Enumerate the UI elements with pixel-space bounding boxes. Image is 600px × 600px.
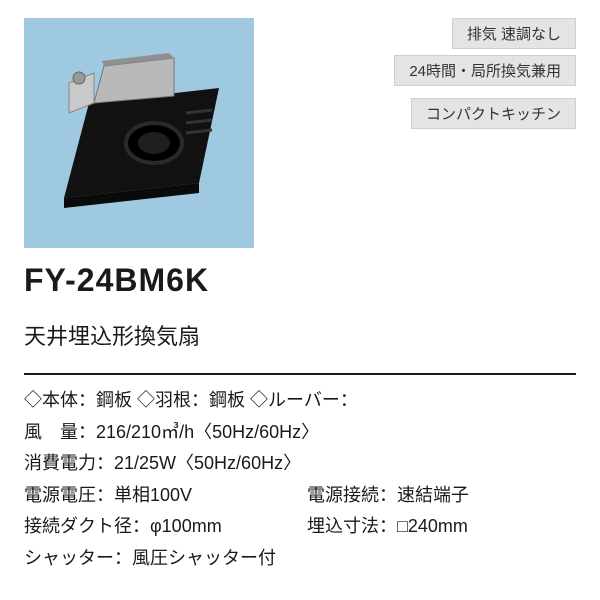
chip-exhaust: 排気 速調なし	[452, 18, 576, 49]
value: ：速結端子	[379, 485, 469, 505]
spec-duct: 接続ダクト径：φ100mm	[24, 511, 293, 543]
model-number: FY-24BM6K	[24, 262, 576, 299]
value: ：φ100mm	[132, 516, 222, 536]
value: ：単相100V	[96, 485, 192, 505]
product-image	[24, 18, 254, 248]
spec-voltage: 電源電圧：単相100V	[24, 480, 293, 512]
spec-power: 消費電力：21/25W〈50Hz/60Hz〉	[24, 448, 576, 480]
spec-connection: 電源接続：速結端子	[307, 480, 576, 512]
label: 消費電力	[24, 453, 96, 473]
spec-airflow: 風 量：216/210㎥/h〈50Hz/60Hz〉	[24, 417, 576, 449]
product-name: 天井埋込形換気扇	[24, 319, 576, 351]
value: ：□240mm	[379, 516, 468, 536]
value: ：風圧シャッター付	[114, 548, 276, 568]
value: ：21/25W〈50Hz/60Hz〉	[96, 453, 301, 473]
label: 埋込寸法	[307, 516, 379, 536]
label: 接続ダクト径	[24, 516, 132, 536]
label: シャッター	[24, 548, 114, 568]
label: 電源接続	[307, 485, 379, 505]
value: ：216/210㎥/h〈50Hz/60Hz〉	[78, 422, 319, 442]
materials-line: ◇本体：鋼板 ◇羽根：鋼板 ◇ルーバー：	[24, 385, 576, 417]
spec-cutout: 埋込寸法：□240mm	[307, 511, 576, 543]
label: 風 量	[24, 422, 78, 442]
divider	[24, 373, 576, 375]
chip-24h: 24時間・局所換気兼用	[394, 55, 576, 86]
spec-block: ◇本体：鋼板 ◇羽根：鋼板 ◇ルーバー： 風 量：216/210㎥/h〈50Hz…	[24, 385, 576, 574]
spec-shutter: シャッター：風圧シャッター付	[24, 543, 576, 575]
label: 電源電圧	[24, 485, 96, 505]
chip-kitchen: コンパクトキッチン	[411, 98, 576, 129]
